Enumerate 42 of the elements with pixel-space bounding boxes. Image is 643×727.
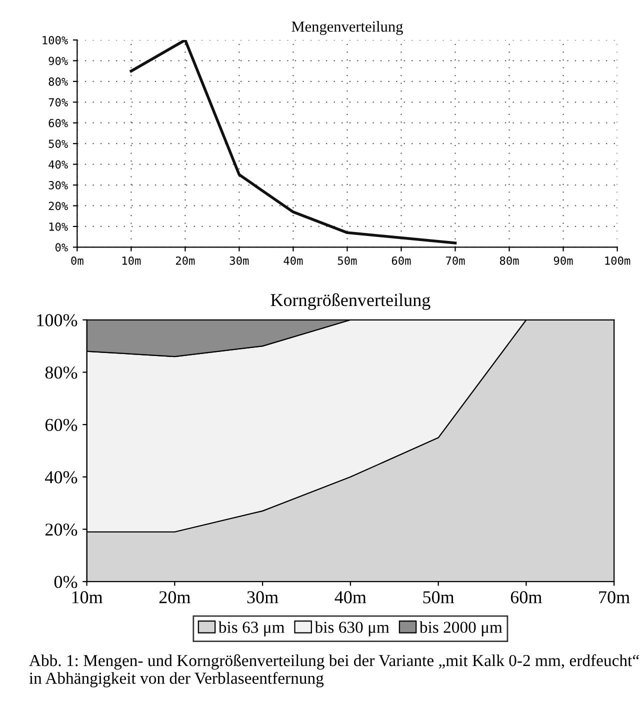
- y-tick-label: 0%: [54, 576, 78, 588]
- y-tick-label: 60%: [45, 418, 78, 432]
- y-tick-label: 0%: [55, 243, 68, 252]
- legend-label: bis 2000 μm: [419, 621, 502, 636]
- x-tick-label: 50m: [423, 591, 454, 604]
- x-tick-label: 40m: [284, 256, 303, 265]
- y-tick-label: 20%: [45, 524, 78, 536]
- x-tick-label: 90m: [554, 256, 573, 265]
- x-tick-label: 40m: [334, 591, 366, 604]
- y-tick-label: 10%: [49, 222, 68, 231]
- y-tick-label: 40%: [45, 471, 78, 484]
- x-tick-label: 100m: [605, 256, 630, 265]
- legend-label: bis 63 μm: [218, 621, 284, 636]
- y-tick-label: 90%: [48, 56, 68, 66]
- x-tick-label: 30m: [230, 256, 249, 265]
- y-tick-label: 30%: [48, 181, 68, 190]
- y-tick-label: 70%: [48, 98, 68, 107]
- y-tick-label: 50%: [48, 140, 68, 148]
- x-tick-label: 20m: [159, 591, 190, 604]
- y-tick-label: 80%: [45, 366, 78, 379]
- y-tick-label: 60%: [48, 118, 68, 128]
- x-tick-label: 10m: [72, 591, 103, 604]
- line-series: [130, 40, 457, 244]
- x-tick-label: 70m: [446, 256, 465, 265]
- x-tick-label: 10m: [122, 256, 141, 265]
- caption: Abb. 1: Mengen- und Korngrößenverteilung bei der Variante „mit Kalk 0-2 mm, erdfeucht“ in Abhängigkeit von der Verblaseentfernung: [29, 654, 639, 688]
- x-tick-label: 0m: [71, 256, 84, 265]
- x-tick-label: 60m: [510, 591, 542, 604]
- x-tick-label: 30m: [247, 591, 278, 604]
- y-tick-label: 100%: [37, 314, 78, 326]
- chart-title: Korngrößenverteilung: [270, 293, 430, 310]
- x-tick-label: 50m: [338, 256, 357, 265]
- y-tick-label: 80%: [48, 77, 68, 86]
- y-tick-label: 100%: [42, 36, 68, 44]
- x-tick-label: 20m: [176, 256, 195, 265]
- x-tick-label: 80m: [500, 256, 519, 265]
- x-tick-label: 70m: [599, 591, 630, 604]
- y-tick-label: 20%: [48, 202, 68, 210]
- y-tick-label: 40%: [48, 160, 68, 169]
- legend-label: bis 630 μm: [314, 621, 390, 636]
- chart-title: Mengenverteilung: [292, 21, 403, 35]
- x-tick-label: 60m: [392, 256, 411, 265]
